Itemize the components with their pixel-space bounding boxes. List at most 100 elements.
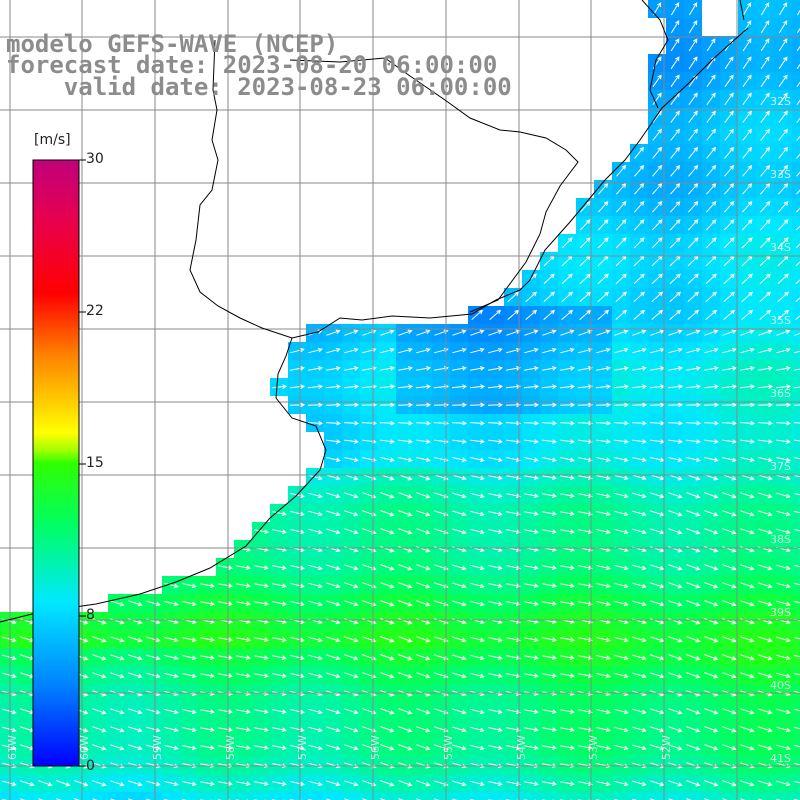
wind-arrow (778, 92, 788, 105)
wind-arrow (560, 439, 575, 444)
wind-arrow (740, 329, 755, 336)
wind-arrow (343, 420, 360, 426)
wind-arrow (651, 273, 663, 285)
wind-arrow (398, 564, 413, 571)
wind-speed-cell (792, 306, 800, 324)
wind-arrow (739, 402, 756, 408)
wind-arrow (615, 273, 627, 285)
wind-arrow (505, 384, 522, 390)
wind-speed-cell (306, 792, 324, 800)
wind-arrow (523, 420, 540, 426)
wind-arrow (615, 201, 627, 213)
colorbar (32, 159, 80, 767)
wind-arrow (146, 600, 161, 607)
latitude-labels: 32S 33S 34S 35S 36S 37S 38S 39S 40S 41S (770, 95, 791, 765)
wind-arrow (688, 20, 698, 34)
wind-speed-cell (792, 792, 800, 800)
wind-arrow (724, 146, 735, 159)
wind-arrow (721, 384, 738, 390)
wind-arrow (667, 384, 684, 390)
wind-arrow (632, 528, 647, 535)
wind-arrow (361, 402, 378, 408)
wind-arrow (326, 366, 341, 371)
wind-arrow (218, 727, 233, 732)
wind-arrow (325, 420, 342, 426)
wind-speed-cell (558, 792, 576, 800)
wind-arrow (290, 528, 305, 535)
wind-arrow (740, 726, 755, 733)
wind-arrow (506, 637, 521, 643)
wind-arrow (614, 726, 629, 733)
wind-arrow (670, 110, 680, 123)
wind-arrow (452, 439, 467, 444)
wind-arrow (182, 601, 197, 607)
wind-arrow (507, 309, 520, 320)
wind-arrow (506, 511, 521, 517)
wind-arrow (670, 20, 680, 34)
wind-arrow (687, 273, 699, 285)
wind-arrow (344, 636, 359, 643)
wind-arrow (524, 347, 539, 354)
colorbar-tick-8: 8 (86, 607, 95, 623)
wind-arrow (542, 439, 557, 444)
wind-arrow (705, 291, 717, 303)
latitude-label: 38S (770, 533, 791, 546)
wind-arrow (776, 329, 791, 336)
wind-speed-cell (792, 36, 800, 54)
wind-arrow (686, 762, 701, 769)
wind-arrow (740, 636, 755, 643)
wind-arrow (614, 654, 629, 661)
wind-arrow (703, 402, 720, 408)
wind-arrow (470, 636, 485, 643)
wind-arrow (380, 600, 395, 607)
wind-arrow (308, 708, 323, 715)
wind-arrow (560, 475, 575, 480)
wind-arrow (742, 183, 753, 195)
wind-arrow (668, 347, 683, 354)
wind-arrow (380, 366, 395, 371)
wind-speed-cell (234, 792, 252, 800)
wind-arrow (632, 744, 647, 751)
wind-arrow (236, 709, 251, 714)
wind-arrow (722, 672, 737, 679)
wind-arrow (578, 457, 593, 463)
wind-arrow (415, 420, 432, 426)
wind-arrow (632, 726, 647, 733)
wind-speed-cell (684, 792, 702, 800)
wind-arrow (778, 164, 789, 177)
wind-arrow (523, 384, 540, 390)
wind-arrow (742, 128, 752, 141)
wind-arrow (128, 654, 143, 661)
wind-arrow (741, 219, 753, 231)
wind-arrow (290, 582, 305, 589)
wind-arrow (758, 708, 773, 715)
wind-arrow (326, 457, 341, 463)
wind-arrow (740, 474, 755, 481)
wind-arrow (578, 439, 593, 444)
wind-arrow (741, 309, 754, 320)
wind-arrow (794, 726, 800, 730)
wind-arrow (218, 745, 233, 750)
wind-speed-cell (216, 792, 234, 800)
wind-arrow (578, 637, 593, 643)
wind-arrow (236, 655, 251, 660)
wind-arrow (325, 402, 342, 408)
wind-arrow (542, 511, 557, 516)
longitude-label: 59W (151, 735, 164, 760)
wind-arrow (488, 655, 503, 661)
wind-arrow (272, 673, 287, 679)
wind-arrow (218, 583, 233, 588)
wind-arrow (724, 110, 734, 123)
wind-arrow (182, 637, 197, 643)
wind-arrow (380, 439, 395, 444)
wind-arrow (724, 128, 734, 141)
wind-speed-cell (720, 792, 738, 800)
wind-arrow (686, 564, 701, 571)
wind-arrow (416, 600, 431, 607)
wind-arrow (272, 745, 287, 751)
wind-arrow (795, 207, 800, 213)
wind-arrow (722, 708, 737, 715)
wind-arrow (524, 727, 539, 732)
wind-speed-cell (792, 144, 800, 162)
wind-arrow (380, 798, 386, 800)
